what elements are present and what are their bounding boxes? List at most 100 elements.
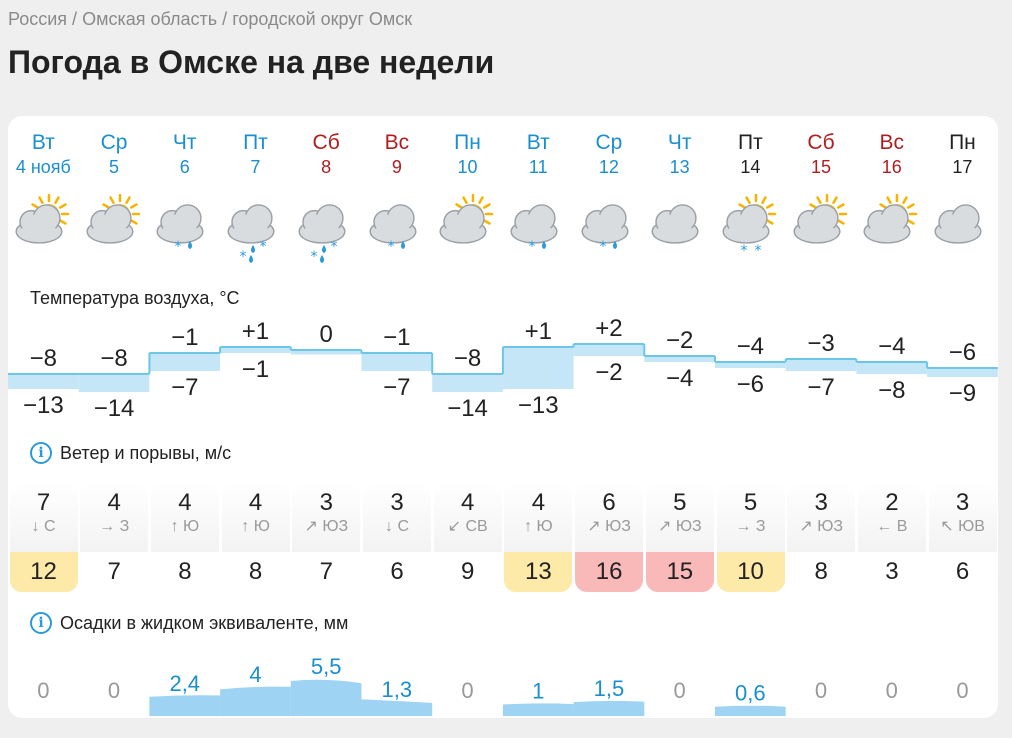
wind-gust: 6: [363, 552, 431, 592]
wind-arrow-icon: ↗: [587, 518, 601, 535]
day-date: 5: [109, 157, 120, 177]
wind-label: i Ветер и порывы, м/с: [30, 442, 231, 464]
breadcrumb-region[interactable]: Омская область: [82, 9, 218, 29]
wind-arrow-icon: ↓: [384, 518, 393, 535]
precipitation-bar: [149, 695, 221, 716]
day-date: 15: [811, 157, 832, 177]
wind-direction-label: Ю: [253, 518, 270, 535]
wind-speed: 3: [319, 489, 333, 516]
info-icon[interactable]: i: [30, 442, 52, 464]
temperature-min-label: −7: [383, 374, 410, 401]
cloud-icon: * *: [291, 194, 362, 270]
wind-column: 7 ↓ С 12: [9, 482, 78, 592]
temperature-bar: [927, 368, 998, 377]
temperature-min-label: −13: [518, 392, 559, 419]
wind-column: 4 ↑ Ю 8: [150, 482, 219, 592]
wind-speed: 6: [602, 489, 616, 516]
day-column[interactable]: Сб 15: [786, 130, 857, 178]
wind-arrow-icon: →: [735, 518, 752, 535]
breadcrumb: Россия / Омская область / городской окру…: [8, 9, 412, 30]
day-column[interactable]: Ср 12: [574, 130, 645, 178]
temperature-max-label: −4: [878, 333, 905, 360]
precipitation-label: 0: [37, 678, 49, 703]
day-column[interactable]: Пт 14: [715, 130, 786, 178]
day-date: 12: [598, 157, 619, 177]
wind-speed: 2: [885, 489, 899, 516]
day-column[interactable]: Вс 16: [856, 130, 927, 178]
day-name: Сб: [807, 131, 835, 154]
wind-direction: → З: [717, 518, 785, 536]
temperature-bar: [715, 362, 786, 368]
partly-cloudy-icon: [856, 194, 927, 270]
wind-column: 3 ↓ С 6: [363, 482, 431, 592]
cloud-icon: *: [362, 194, 433, 270]
wind-speed: 4: [178, 489, 192, 516]
temperature-max-label: −4: [737, 333, 764, 360]
day-date: 7: [250, 157, 261, 177]
svg-text:*: *: [260, 239, 267, 255]
cloud-icon: * *: [220, 194, 291, 270]
day-column[interactable]: Вт 11: [503, 130, 574, 178]
wind-direction: ↑ Ю: [222, 518, 290, 536]
wind-direction-label: ЮЗ: [675, 518, 702, 535]
precipitation-label: 2,4: [169, 671, 200, 696]
day-column[interactable]: Вс 9: [362, 130, 433, 178]
wind-speed: 3: [814, 489, 828, 516]
day-name: Чт: [172, 131, 197, 154]
breadcrumb-country[interactable]: Россия: [8, 9, 68, 29]
day-column[interactable]: Пн 17: [927, 130, 998, 178]
wind-column: 3 ↖ ЮВ 6: [928, 482, 997, 592]
temperature-bar: [502, 347, 574, 389]
wind-direction: ← В: [858, 518, 926, 536]
day-date: 17: [952, 157, 973, 177]
svg-text:*: *: [310, 249, 317, 265]
wind-direction: ↗ ЮЗ: [575, 518, 643, 536]
wind-speed: 5: [673, 489, 687, 516]
day-column[interactable]: Пт 7: [220, 130, 291, 178]
day-date: 11: [528, 157, 548, 177]
temperature-max-label: −8: [100, 345, 127, 372]
wind-column: 5 → З 10: [716, 482, 785, 592]
precipitation-label: i Осадки в жидком эквиваленте, мм: [30, 612, 348, 634]
precipitation-label: 4: [249, 662, 261, 687]
wind-gust: 8: [150, 552, 219, 592]
info-icon[interactable]: i: [30, 612, 52, 634]
day-date: 4 нояб: [15, 157, 71, 177]
wind-speed: 4: [107, 489, 121, 516]
day-column[interactable]: Ср 5: [79, 130, 150, 178]
breadcrumb-district[interactable]: городской округ Омск: [232, 9, 413, 29]
wind-arrow-icon: ←: [876, 518, 893, 535]
wind-arrow-icon: ↑: [241, 518, 250, 535]
day-column[interactable]: Чт 6: [149, 130, 220, 178]
wind-arrow-icon: ↙: [447, 518, 462, 535]
day-name: Ср: [100, 131, 128, 154]
day-column[interactable]: Сб 8: [291, 130, 362, 178]
svg-text:*: *: [755, 243, 762, 259]
day-date: 16: [881, 157, 902, 177]
wind-direction-label: Ю: [183, 518, 200, 535]
temperature-bar: [149, 353, 221, 371]
wind-direction-label: ЮВ: [958, 518, 985, 535]
temperature-max-label: −1: [171, 324, 198, 351]
day-column[interactable]: Пн 10: [432, 130, 503, 178]
partly-cloudy-icon: [79, 194, 150, 270]
wind-gust: 6: [928, 552, 997, 592]
precipitation-label: 1,5: [594, 676, 625, 701]
temperature-bar: [432, 374, 503, 392]
day-column[interactable]: Вт 4 нояб: [8, 130, 79, 178]
precipitation-label: 1,3: [382, 677, 413, 702]
wind-label-text: Ветер и порывы, м/с: [60, 442, 232, 463]
precipitation-label: 0: [956, 678, 968, 703]
day-column[interactable]: Чт 13: [644, 130, 715, 178]
svg-text:*: *: [240, 249, 247, 265]
temperature-bar: [856, 362, 928, 374]
temperature-bar: [785, 359, 857, 371]
day-name: Пн: [454, 131, 481, 154]
wind-column: 6 ↗ ЮЗ 16: [575, 482, 644, 592]
wind-gust: 3: [857, 552, 926, 592]
wind-speed: 4: [531, 489, 546, 516]
cloud-icon: [927, 194, 998, 270]
wind-column: 4 → З 7: [80, 482, 149, 592]
wind-column: 5 ↗ ЮЗ 15: [645, 482, 714, 592]
wind-column: 4 ↑ Ю 8: [221, 482, 290, 592]
